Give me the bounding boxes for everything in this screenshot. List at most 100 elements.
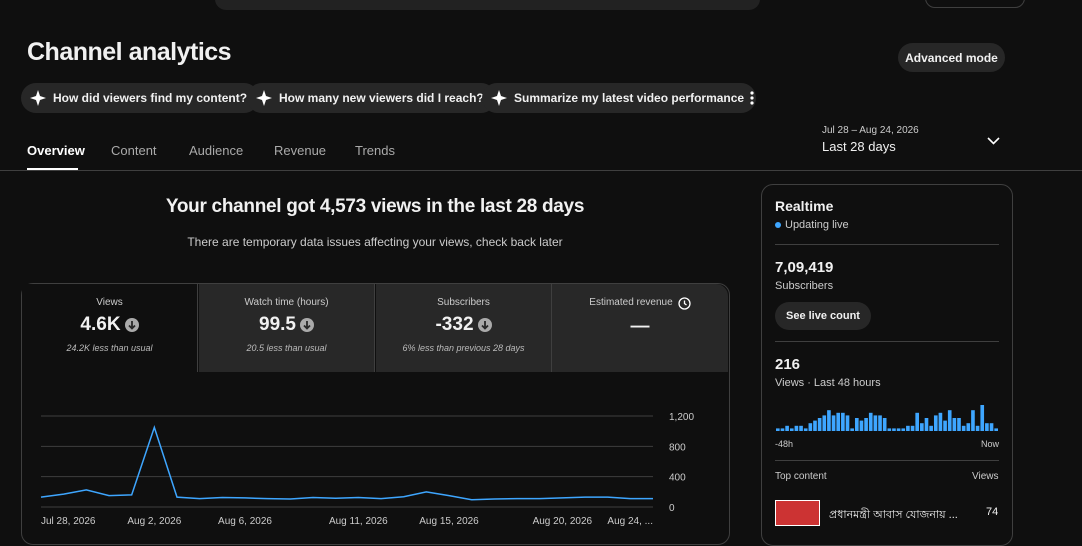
page-title: Channel analytics [27, 38, 232, 66]
bar [841, 412, 845, 431]
metric-card[interactable]: Views 4.6K 24.2K less than usual [22, 284, 198, 372]
bar [989, 423, 994, 431]
y-tick-label: 400 [669, 473, 686, 484]
bar [813, 420, 817, 431]
y-tick-label: 1,200 [669, 412, 694, 423]
metric-label: Views [96, 297, 123, 308]
summary-notice: There are temporary data issues affectin… [187, 235, 563, 249]
bar [901, 428, 906, 431]
bar [892, 428, 896, 431]
metric-label: Subscribers [437, 297, 490, 308]
bar [924, 418, 929, 431]
views-line [40, 424, 653, 501]
divider [0, 170, 1082, 171]
top-content-label: Top content [775, 471, 827, 482]
views-count: 216 [775, 356, 801, 373]
bar [947, 410, 952, 431]
live-count-button[interactable]: See live count [775, 302, 871, 330]
divider [775, 341, 999, 342]
metric-card[interactable]: Watch time (hours) 99.5 20.5 less than usu… [199, 284, 375, 372]
tab-indicator [27, 168, 78, 170]
metric-card[interactable]: Subscribers -332 6% less than previous 28 … [376, 284, 552, 372]
tab[interactable]: Revenue [274, 143, 327, 158]
bar [906, 425, 910, 431]
bar [803, 428, 808, 431]
bar [920, 423, 924, 431]
views-header: Views [972, 471, 999, 482]
more-icon[interactable] [747, 89, 757, 107]
metric-note: 20.5 less than usual [246, 343, 327, 353]
bar [975, 425, 980, 431]
bar [957, 418, 961, 431]
bar [980, 405, 985, 431]
bar [971, 410, 975, 431]
live-dot [775, 222, 781, 228]
x-tick-label: Now [981, 439, 1000, 449]
metric-note: 24.2K less than usual [66, 343, 153, 353]
chip[interactable]: Summarize my latest video performance [482, 83, 757, 113]
x-tick-label: Aug 11, 2026 [329, 516, 388, 527]
bar [780, 428, 785, 431]
bar [850, 428, 854, 431]
bar [845, 415, 850, 431]
divider [775, 244, 999, 245]
realtime-title: Realtime [775, 198, 834, 214]
summary-headline: Your channel got 4,573 views in the last… [165, 196, 585, 217]
bar [822, 415, 827, 431]
down-icon [477, 318, 492, 332]
metric-value: -332 [435, 314, 474, 335]
x-tick-label: Aug 15, 2026 [419, 516, 479, 527]
metric-label: Estimated revenue [589, 297, 673, 308]
bar [896, 428, 901, 431]
metric-card[interactable]: Estimated revenue — [552, 284, 728, 372]
tab[interactable]: Trends [355, 143, 395, 158]
sparkle-icon [256, 90, 272, 106]
video-title[interactable]: প্রধানমন্ত্রী আবাস যোজনায় ... [829, 509, 958, 521]
chip[interactable]: How did viewers find my content? [21, 83, 260, 113]
bar [789, 428, 794, 431]
bar [859, 420, 864, 431]
x-tick-label: Aug 2, 2026 [127, 516, 181, 527]
x-tick-label: Jul 28, 2026 [41, 516, 96, 527]
bar [831, 415, 836, 431]
chip-text: How many new viewers did I reach? [279, 91, 484, 105]
chip-text: How did viewers find my content? [53, 91, 248, 105]
chip[interactable]: How many new viewers did I reach? [247, 83, 496, 113]
search-bar[interactable] [215, 0, 760, 10]
bar [808, 423, 813, 431]
video-thumbnail[interactable] [775, 500, 820, 526]
bar [868, 412, 873, 431]
metric-value: — [630, 316, 650, 337]
sparkle-icon [30, 90, 46, 106]
tab[interactable]: Audience [189, 143, 244, 158]
metric-value: 4.6K [80, 314, 121, 335]
bar [794, 425, 799, 431]
dropdown-icon[interactable] [987, 136, 1000, 146]
divider [775, 460, 999, 461]
down-icon [124, 318, 139, 332]
charts: 0 400 800 1,200 Jul 28, 2026 Aug 2, 2026 Aug 6… [40, 405, 1000, 527]
bar [910, 425, 915, 431]
video-views: 74 [986, 506, 999, 518]
bar [887, 428, 892, 431]
chip-text: Summarize my latest video performance [514, 91, 745, 105]
subscriber-count: 7,09,419 [775, 259, 834, 276]
bar [933, 415, 938, 431]
views-label: Views · Last 48 hours [775, 377, 881, 389]
tab[interactable]: Content [111, 143, 157, 158]
bar [994, 428, 998, 431]
tab[interactable]: Overview [27, 143, 85, 158]
bar [943, 420, 947, 431]
date-range-label[interactable]: Last 28 days [822, 139, 896, 154]
bar [952, 418, 957, 431]
y-tick-label: 800 [669, 442, 686, 453]
x-tick-label: Aug 6, 2026 [218, 516, 272, 527]
bar [938, 412, 943, 431]
advanced-mode-button[interactable]: Advanced mode [898, 43, 1005, 72]
date-range: Jul 28 – Aug 24, 2026 [822, 125, 919, 136]
sparkle-icon [491, 90, 507, 106]
bar [985, 423, 989, 431]
y-tick-label: 0 [669, 503, 675, 514]
bar [882, 418, 887, 431]
